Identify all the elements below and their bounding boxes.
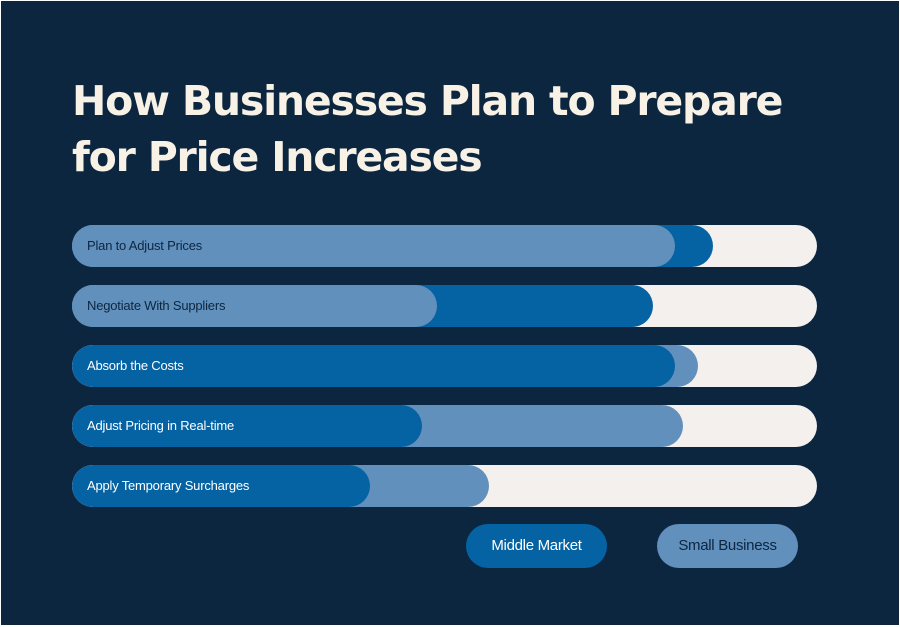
bar-track-adjust-pricing-in-real-time: Adjust Pricing in Real-time	[72, 405, 817, 447]
bar-label-plan-to-adjust-prices: Plan to Adjust Prices	[87, 238, 203, 253]
bar-middle-market-absorb-the-costs	[72, 345, 675, 387]
bar-track-apply-temporary-surcharges: Apply Temporary Surcharges	[72, 465, 817, 507]
chart-title: How Businesses Plan to Prepare for Price …	[72, 73, 852, 185]
chart-title-line2: for Price Increases	[72, 133, 483, 181]
bar-track-negotiate-with-suppliers: Negotiate With Suppliers	[72, 285, 817, 327]
legend-small-business: Small Business	[657, 524, 798, 568]
legend-middle-market: Middle Market	[466, 524, 607, 568]
bar-label-absorb-the-costs: Absorb the Costs	[87, 358, 184, 373]
legend-middle-market-label: Middle Market	[491, 537, 582, 554]
bar-chart: Plan to Adjust Prices Negotiate With Supp…	[72, 225, 817, 509]
chart-title-line1: How Businesses Plan to Prepare	[72, 77, 783, 125]
legend-small-business-label: Small Business	[678, 537, 777, 554]
bar-small-business-plan-to-adjust-prices	[72, 225, 675, 267]
bar-small-business-negotiate-with-suppliers	[72, 285, 437, 327]
bar-track-absorb-the-costs: Absorb the Costs	[72, 345, 817, 387]
bar-middle-market-apply-temporary-surcharges	[72, 465, 370, 507]
bar-label-adjust-pricing-in-real-time: Adjust Pricing in Real-time	[87, 418, 235, 433]
bar-label-apply-temporary-surcharges: Apply Temporary Surcharges	[87, 478, 250, 493]
bar-label-negotiate-with-suppliers: Negotiate With Suppliers	[87, 298, 226, 313]
bar-middle-market-adjust-pricing-in-real-time	[72, 405, 422, 447]
bar-track-plan-to-adjust-prices: Plan to Adjust Prices	[72, 225, 817, 267]
